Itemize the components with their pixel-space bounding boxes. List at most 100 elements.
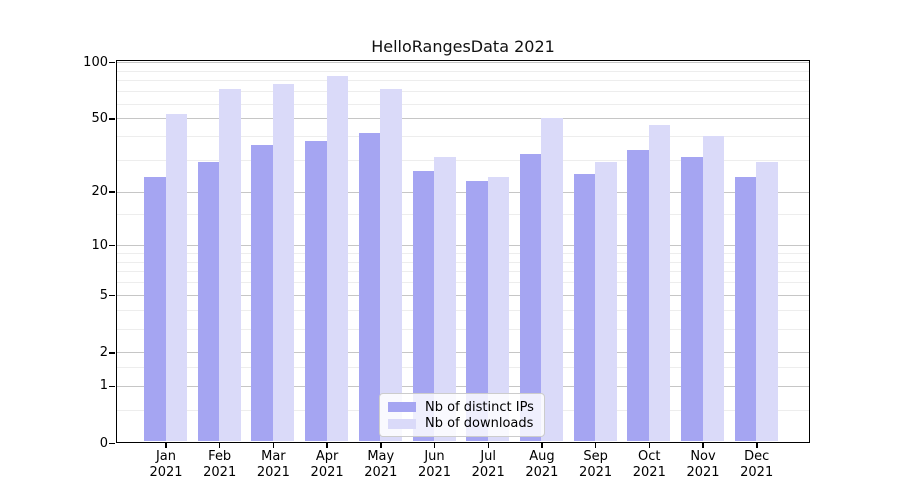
bar-downloads-apr bbox=[326, 76, 349, 441]
bar-distinct-ips-feb bbox=[197, 162, 220, 441]
y-tickmark-1 bbox=[109, 385, 115, 387]
y-tickmark-2 bbox=[109, 352, 115, 354]
y-tick-label-5: 5 bbox=[99, 287, 108, 303]
bar-downloads-jul bbox=[487, 177, 510, 441]
gridline-minor-80 bbox=[117, 80, 809, 82]
bar-downloads-feb bbox=[219, 88, 241, 441]
bar-downloads-dec bbox=[756, 162, 778, 441]
legend-item-downloads: Nb of downloads bbox=[388, 416, 536, 433]
bar-distinct-ips-apr bbox=[305, 140, 327, 441]
gridline-major-20 bbox=[117, 191, 809, 193]
x-tickmark-aug bbox=[541, 443, 543, 448]
bar-distinct-ips-dec bbox=[734, 177, 757, 441]
x-tick-month: Sep bbox=[583, 449, 608, 464]
x-tickmark-sep bbox=[594, 443, 597, 448]
gridline-minor-3 bbox=[117, 328, 809, 330]
bar-distinct-ips-may bbox=[358, 132, 381, 441]
x-tick-year: 2021 bbox=[740, 465, 774, 480]
x-tick-year: 2021 bbox=[525, 465, 559, 480]
gridline-minor-15 bbox=[117, 214, 809, 216]
gridline-minor-1.5 bbox=[117, 367, 809, 369]
bar-distinct-ips-sep bbox=[573, 174, 596, 441]
legend-item-distinct-ips: Nb of distinct IPs bbox=[388, 399, 536, 416]
gridline-minor-30 bbox=[117, 159, 809, 161]
x-tick-year: 2021 bbox=[149, 465, 183, 480]
legend-label-downloads: Nb of downloads bbox=[425, 416, 534, 432]
plot-area bbox=[116, 60, 810, 443]
gridline-major-1 bbox=[117, 385, 809, 387]
y-tick-label-2: 2 bbox=[99, 344, 108, 360]
bar-downloads-sep bbox=[595, 162, 617, 441]
x-tick-label-dec: Dec 2021 bbox=[729, 449, 785, 481]
x-tick-label-apr: Apr 2021 bbox=[299, 449, 355, 481]
x-tickmark-jun bbox=[433, 443, 436, 448]
bar-downloads-jan bbox=[165, 113, 187, 441]
bar-distinct-ips-oct bbox=[627, 149, 649, 441]
gridline-minor-90 bbox=[117, 70, 809, 72]
x-tick-year: 2021 bbox=[579, 465, 613, 480]
gridline-minor-7 bbox=[117, 271, 809, 273]
bar-distinct-ips-jul bbox=[466, 180, 488, 441]
x-tick-month: Apr bbox=[315, 449, 339, 464]
x-tick-year: 2021 bbox=[686, 465, 720, 480]
x-tickmark-feb bbox=[218, 443, 221, 448]
x-tick-label-jul: Jul 2021 bbox=[460, 449, 516, 481]
x-tick-label-jun: Jun 2021 bbox=[407, 449, 463, 481]
x-tick-month: Nov bbox=[690, 449, 716, 464]
x-tick-month: Jun bbox=[424, 449, 445, 464]
gridline-major-100 bbox=[117, 62, 809, 63]
x-tick-label-nov: Nov 2021 bbox=[675, 449, 731, 481]
gridline-major-2 bbox=[117, 352, 809, 354]
y-tick-label-20: 20 bbox=[91, 184, 108, 200]
y-tick-label-1: 1 bbox=[99, 378, 108, 394]
y-tick-label-0: 0 bbox=[99, 435, 108, 451]
x-tick-month: Jul bbox=[480, 449, 497, 464]
bar-distinct-ips-aug bbox=[519, 154, 542, 441]
bar-downloads-mar bbox=[272, 84, 295, 441]
x-tickmark-oct bbox=[648, 443, 650, 448]
bar-downloads-nov bbox=[702, 136, 724, 441]
x-tick-year: 2021 bbox=[256, 465, 290, 480]
x-tick-month: May bbox=[367, 449, 395, 464]
gridline-minor-8 bbox=[117, 261, 809, 263]
bar-downloads-oct bbox=[648, 125, 671, 441]
x-tickmark-jan bbox=[165, 443, 167, 448]
chart-title: HelloRangesData 2021 bbox=[371, 37, 555, 56]
y-tickmark-100 bbox=[109, 61, 115, 64]
x-tick-label-feb: Feb 2021 bbox=[192, 449, 248, 481]
bar-distinct-ips-jun bbox=[412, 170, 434, 441]
x-tick-label-sep: Sep 2021 bbox=[568, 449, 624, 481]
x-tick-month: Jan bbox=[155, 449, 177, 464]
x-tickmark-dec bbox=[756, 443, 758, 448]
x-tick-year: 2021 bbox=[310, 465, 344, 480]
x-tickmark-nov bbox=[702, 443, 704, 448]
x-tick-year: 2021 bbox=[417, 465, 452, 480]
x-tick-year: 2021 bbox=[471, 465, 505, 480]
gridline-major-5 bbox=[117, 295, 809, 297]
x-tick-label-may: May 2021 bbox=[353, 449, 409, 481]
y-tickmark-5 bbox=[109, 294, 115, 297]
x-tickmark-mar bbox=[272, 443, 275, 448]
x-tick-month: Feb bbox=[208, 449, 232, 464]
bar-downloads-may bbox=[380, 88, 402, 441]
x-tick-label-mar: Mar 2021 bbox=[245, 449, 301, 481]
y-tickmark-10 bbox=[109, 244, 115, 247]
x-tick-label-oct: Oct 2021 bbox=[621, 449, 677, 481]
legend-swatch-distinct-ips bbox=[388, 402, 416, 413]
gridline-minor-6 bbox=[117, 282, 809, 284]
y-tick-label-10: 10 bbox=[91, 237, 108, 253]
x-tick-label-aug: Aug 2021 bbox=[514, 449, 570, 481]
bar-downloads-aug bbox=[541, 118, 563, 441]
x-tick-year: 2021 bbox=[203, 465, 237, 480]
gridline-major-50 bbox=[117, 118, 809, 120]
bar-distinct-ips-nov bbox=[681, 156, 703, 441]
gridline-major-10 bbox=[117, 245, 809, 246]
x-tick-year: 2021 bbox=[364, 465, 398, 480]
bar-distinct-ips-jan bbox=[144, 177, 166, 441]
gridline-minor-60 bbox=[117, 103, 809, 105]
gridline-minor-70 bbox=[117, 91, 809, 93]
y-tickmark-50 bbox=[109, 118, 115, 120]
gridline-minor-4 bbox=[117, 310, 809, 312]
y-tick-label-50: 50 bbox=[91, 110, 108, 126]
x-tick-month: Mar bbox=[261, 449, 286, 464]
